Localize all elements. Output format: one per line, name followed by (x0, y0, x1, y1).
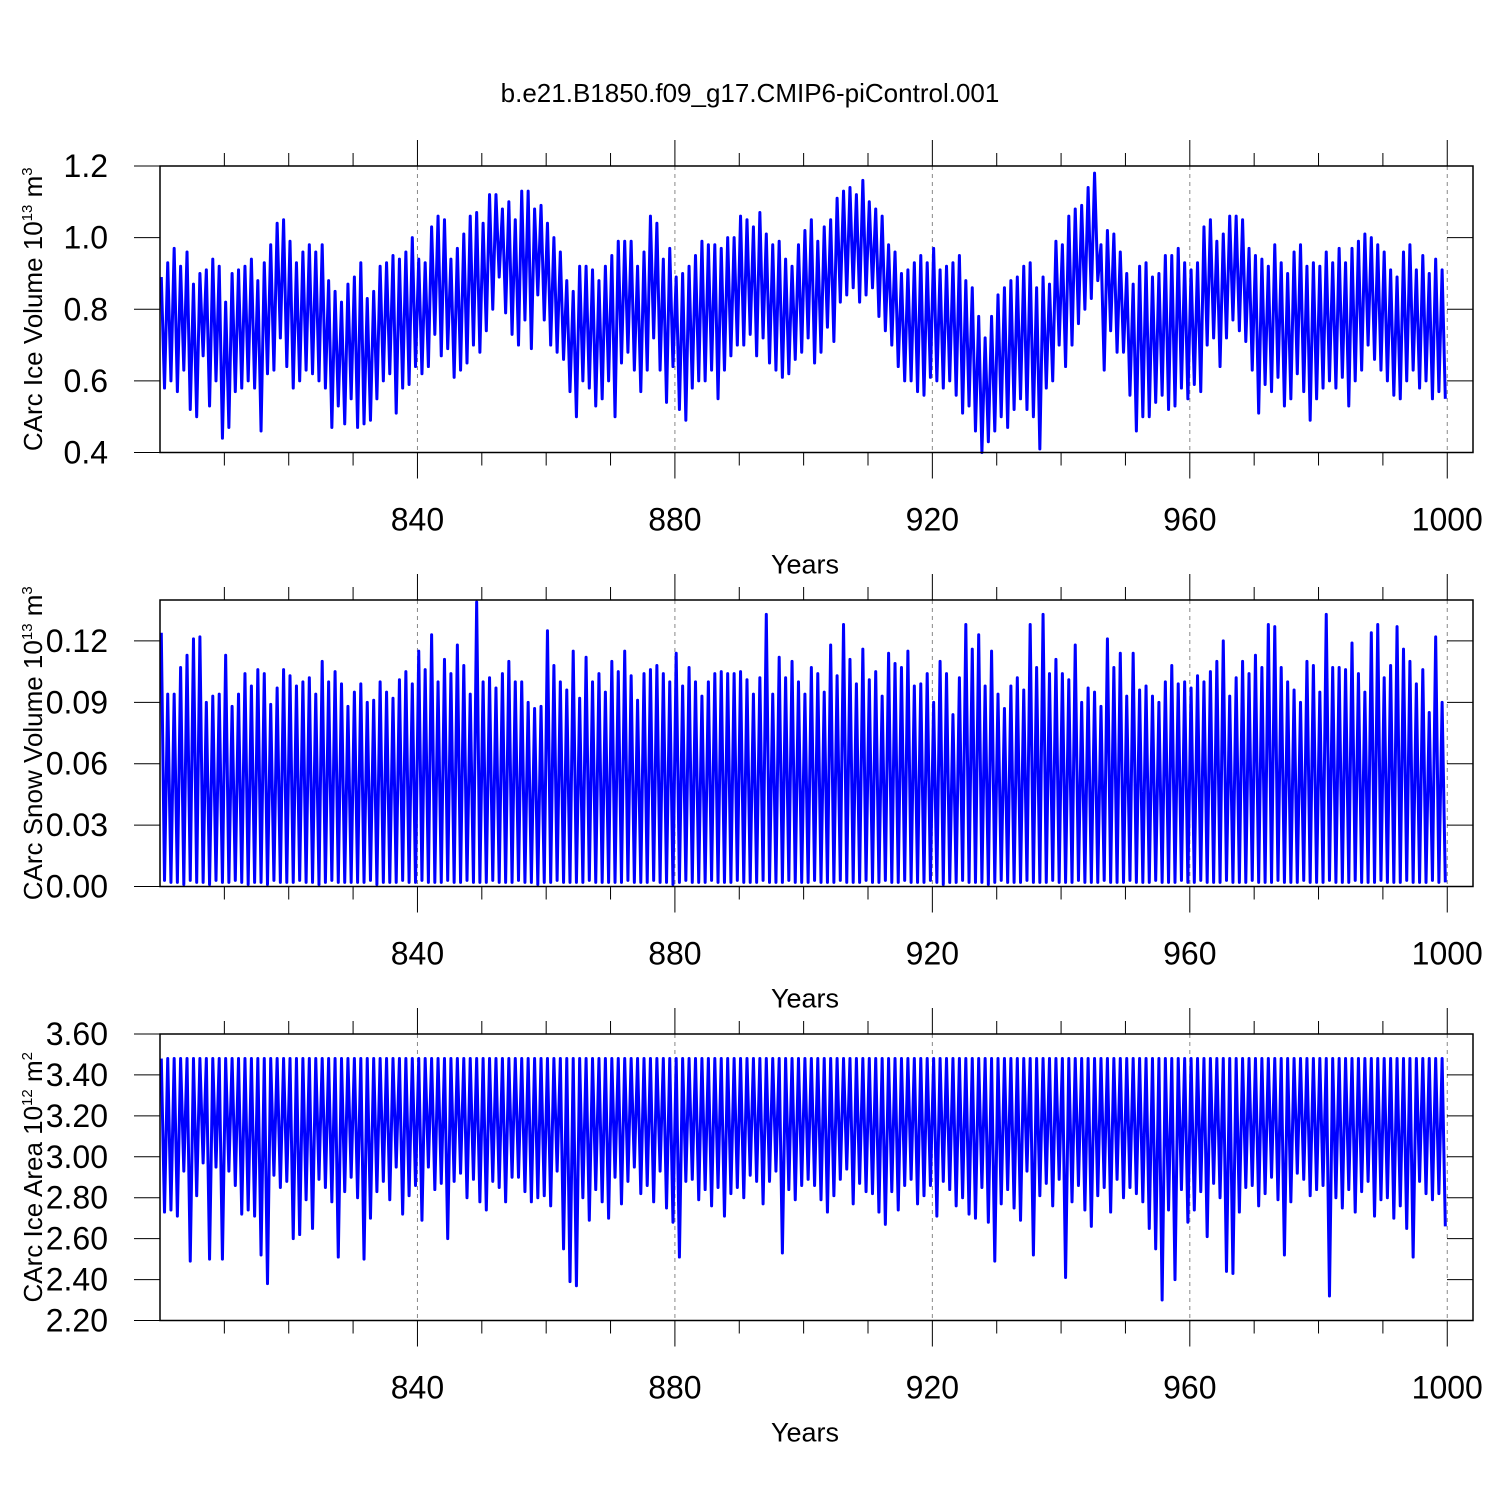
x-axis-label: Years (771, 1418, 839, 1448)
data-line (159, 1057, 1447, 1302)
y-axis-label-text: CArc Ice Area 10 (18, 1106, 48, 1303)
y-tick-label: 0.8 (64, 291, 108, 327)
y-axis-label-unit-exponent: 3 (19, 586, 36, 594)
plot-frame (159, 165, 1474, 454)
y-axis-label-unit-exponent: 2 (19, 1052, 36, 1060)
x-tick-label: 960 (1163, 502, 1216, 538)
y-tick-label: 0.09 (46, 684, 108, 720)
y-tick-label: 3.40 (46, 1057, 108, 1093)
y-axis-label-text: CArc Snow Volume 10 (18, 640, 48, 900)
x-axis-label: Years (771, 984, 839, 1014)
x-tick-label: 1000 (1412, 502, 1483, 538)
y-axis-label-exponent: 13 (19, 205, 36, 222)
y-tick-label: 3.60 (46, 1016, 108, 1052)
x-tick-label: 920 (906, 936, 959, 972)
y-tick-label: 2.80 (46, 1180, 108, 1216)
y-tick-label: 2.60 (46, 1221, 108, 1257)
y-axis-label-exponent: 13 (19, 623, 36, 640)
y-axis-label: CArc Ice Volume 1013 m3 (18, 167, 48, 451)
chart-title: b.e21.B1850.f09_g17.CMIP6-piControl.001 (501, 78, 1000, 108)
y-tick-label: 0.4 (64, 435, 108, 471)
y-tick-label: 0.12 (46, 623, 108, 659)
y-tick-label: 2.20 (46, 1303, 108, 1339)
x-tick-label: 1000 (1412, 1370, 1483, 1406)
y-axis-label-unit: m (18, 1060, 48, 1089)
y-tick-label: 2.40 (46, 1262, 108, 1298)
y-axis-label-unit: m (18, 595, 48, 624)
x-tick-label: 880 (648, 936, 701, 972)
y-tick-label: 3.20 (46, 1098, 108, 1134)
y-axis-label: CArc Ice Area 1012 m2 (18, 1052, 48, 1302)
y-tick-label: 1.2 (64, 148, 108, 184)
y-tick-label: 0.03 (46, 807, 108, 843)
x-tick-label: 840 (391, 936, 444, 972)
y-tick-label: 0.6 (64, 363, 108, 399)
y-axis-label: CArc Snow Volume 1013 m3 (18, 586, 48, 900)
x-tick-label: 920 (906, 502, 959, 538)
y-axis-label-unit: m (18, 176, 48, 205)
x-tick-label: 960 (1163, 936, 1216, 972)
data-line (159, 600, 1447, 886)
y-axis-label-exponent: 12 (19, 1089, 36, 1106)
x-tick-label: 840 (391, 502, 444, 538)
y-tick-label: 3.00 (46, 1139, 108, 1175)
y-axis-label-text: CArc Ice Volume 10 (18, 221, 48, 451)
y-tick-label: 0.06 (46, 746, 108, 782)
x-tick-label: 960 (1163, 1370, 1216, 1406)
x-tick-label: 1000 (1412, 936, 1483, 972)
y-tick-label: 1.0 (64, 220, 108, 256)
x-tick-label: 920 (906, 1370, 959, 1406)
plot-frame (159, 599, 1474, 888)
x-tick-label: 880 (648, 502, 701, 538)
y-axis-label-unit-exponent: 3 (19, 167, 36, 175)
data-line (159, 171, 1447, 454)
plot-frame (159, 1033, 1474, 1322)
y-tick-label: 0.00 (46, 869, 108, 905)
x-tick-label: 840 (391, 1370, 444, 1406)
x-tick-label: 880 (648, 1370, 701, 1406)
x-axis-label: Years (771, 550, 839, 580)
